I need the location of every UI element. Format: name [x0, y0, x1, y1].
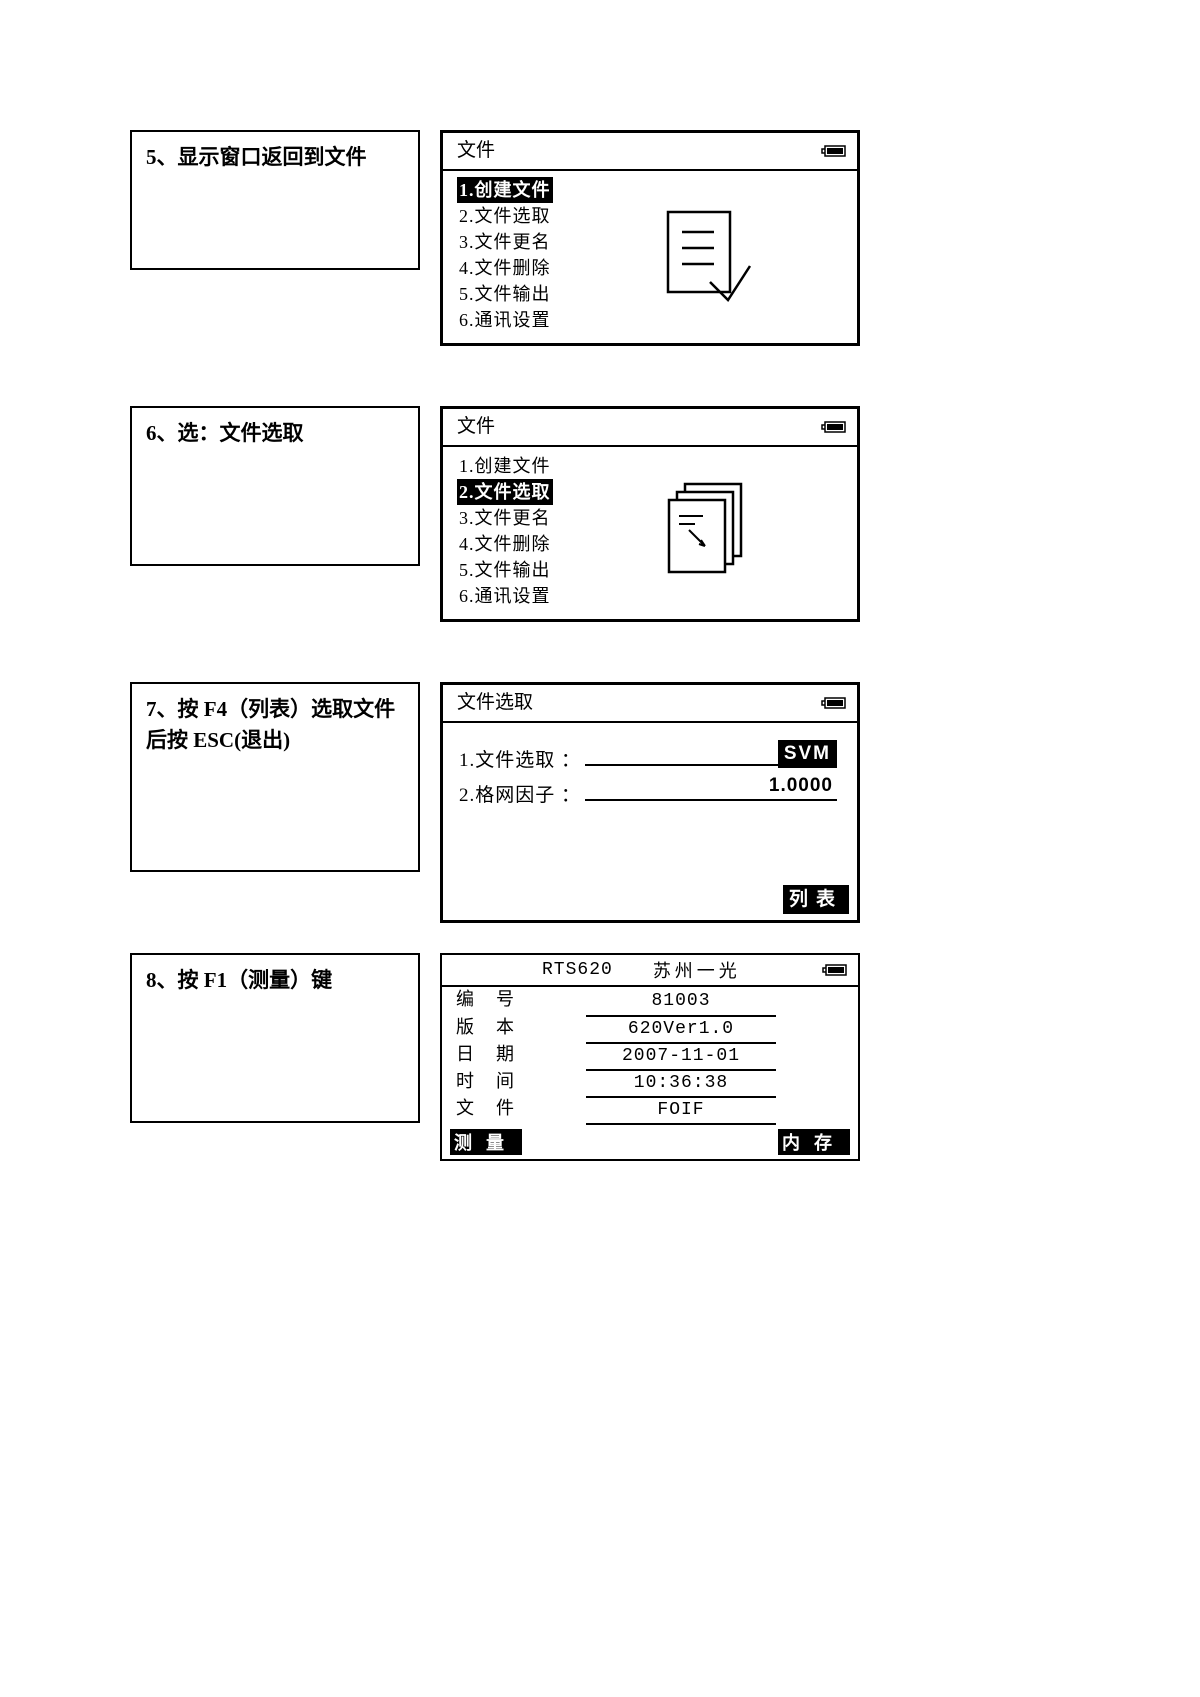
step7-screen-title-bar: 文件选取 [443, 685, 857, 723]
info-value: 620Ver1.0 [586, 1017, 776, 1044]
menu-item[interactable]: 1.创建文件 [457, 453, 553, 479]
step5-menu: 1.创建文件2.文件选取3.文件更名4.文件删除5.文件输出6.通讯设置 [457, 177, 553, 334]
battery-icon [821, 696, 847, 710]
step8-instruction: 8、按 F1（测量）键 [130, 953, 420, 1123]
step7-row: 7、按 F4（列表）选取文件后按 ESC(退出) 文件选取 1.文件选取 ： S… [130, 682, 1070, 923]
menu-item[interactable]: 6.通讯设置 [457, 307, 553, 333]
menu-item[interactable]: 4.文件删除 [457, 531, 553, 557]
info-value: 2007-11-01 [586, 1044, 776, 1071]
step5-screen-title: 文件 [457, 137, 495, 165]
step8-title-left: RTS620 [542, 960, 613, 980]
step8-screen: RTS620 苏州一光 编号81003版本620Ver1.0日期2007-11-… [440, 953, 860, 1161]
info-label: 日期 [456, 1044, 586, 1069]
menu-item[interactable]: 5.文件输出 [457, 281, 553, 307]
menu-item[interactable]: 3.文件更名 [457, 505, 553, 531]
softkey-f1-measure[interactable]: 测量 [450, 1129, 522, 1155]
step7-instruction: 7、按 F4（列表）选取文件后按 ESC(退出) [130, 682, 420, 872]
step7-row2-value[interactable]: 1.0000 [769, 772, 833, 800]
info-row: 版本620Ver1.0 [456, 1017, 844, 1044]
step5-screen-title-bar: 文件 [443, 133, 857, 171]
file-select-icon [567, 453, 844, 610]
menu-item[interactable]: 2.文件选取 [457, 203, 553, 229]
info-row: 时间10:36:38 [456, 1071, 844, 1098]
step7-row1-label: 1.文件选取 ： [459, 747, 581, 775]
menu-item[interactable]: 5.文件输出 [457, 557, 553, 583]
document-icon [567, 177, 844, 334]
step6-instruction: 6、选：文件选取 [130, 406, 420, 566]
battery-icon [822, 963, 848, 977]
step7-row2: 2.格网因子 ： 1.0000 [459, 780, 841, 809]
battery-icon [821, 420, 847, 434]
step8-body: 编号81003版本620Ver1.0日期2007-11-01时间10:36:38… [442, 987, 858, 1127]
info-value: 10:36:38 [586, 1071, 776, 1098]
step7-row2-label: 2.格网因子 ： [459, 782, 581, 810]
step8-row: 8、按 F1（测量）键 RTS620 苏州一光 编号81003版本620Ver1… [130, 953, 1070, 1161]
info-label: 文件 [456, 1098, 586, 1123]
info-label: 版本 [456, 1017, 586, 1042]
info-label: 时间 [456, 1071, 586, 1096]
step6-row: 6、选：文件选取 文件 1.创建文件2.文件选取3.文件更名4.文件删除5.文件… [130, 406, 1070, 622]
info-row: 文件FOIF [456, 1098, 844, 1125]
step5-screen: 文件 1.创建文件2.文件选取3.文件更名4.文件删除5.文件输出6.通讯设置 [440, 130, 860, 346]
battery-icon [821, 144, 847, 158]
step5-row: 5、显示窗口返回到文件 文件 1.创建文件2.文件选取3.文件更名4.文件删除5… [130, 130, 1070, 346]
menu-item[interactable]: 1.创建文件 [457, 177, 553, 203]
step6-screen: 文件 1.创建文件2.文件选取3.文件更名4.文件删除5.文件输出6.通讯设置 [440, 406, 860, 622]
step6-screen-title: 文件 [457, 413, 495, 441]
step7-row1: 1.文件选取 ： SVM [459, 745, 841, 774]
menu-item[interactable]: 6.通讯设置 [457, 583, 553, 609]
step5-instruction: 5、显示窗口返回到文件 [130, 130, 420, 270]
step8-title-bar: RTS620 苏州一光 [442, 955, 858, 987]
softkey-f4-list[interactable]: 列表 [783, 885, 849, 915]
info-value: 81003 [586, 989, 776, 1016]
step6-screen-title-bar: 文件 [443, 409, 857, 447]
step7-screen-title: 文件选取 [457, 689, 533, 717]
menu-item[interactable]: 2.文件选取 [457, 479, 553, 505]
info-row: 编号81003 [456, 989, 844, 1016]
info-row: 日期2007-11-01 [456, 1044, 844, 1071]
info-value: FOIF [586, 1098, 776, 1125]
step7-screen: 文件选取 1.文件选取 ： SVM 2.格网因子 ： 1.0000 列表 [440, 682, 860, 923]
info-label: 编号 [456, 989, 586, 1014]
menu-item[interactable]: 3.文件更名 [457, 229, 553, 255]
step6-menu: 1.创建文件2.文件选取3.文件更名4.文件删除5.文件输出6.通讯设置 [457, 453, 553, 610]
softkey-f4-memory[interactable]: 内存 [778, 1129, 850, 1155]
step8-title-right: 苏州一光 [653, 957, 741, 983]
menu-item[interactable]: 4.文件删除 [457, 255, 553, 281]
